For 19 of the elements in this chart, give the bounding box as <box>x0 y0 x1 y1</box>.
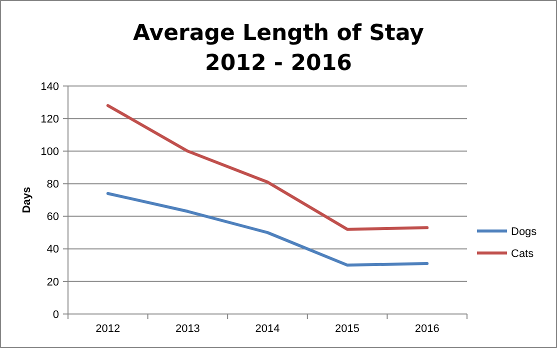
legend-label: Cats <box>511 248 534 260</box>
y-tick-label: 140 <box>40 80 59 93</box>
x-tick-label: 2016 <box>414 323 440 335</box>
y-tick-label: 20 <box>46 276 59 288</box>
y-tick-label: 100 <box>40 146 59 158</box>
x-tick-label: 2012 <box>96 323 120 335</box>
x-tick-label: 2014 <box>255 323 280 335</box>
legend-label: Dogs <box>511 226 538 238</box>
line-series <box>106 192 429 267</box>
y-tick-label: 40 <box>46 244 59 256</box>
x-tick-label: 2015 <box>335 323 360 335</box>
y-tick-label: 60 <box>46 211 59 224</box>
line-series <box>106 104 429 231</box>
chart-title: Average Length of Stay 2012 - 2016 <box>133 21 424 76</box>
y-tick-label: 80 <box>46 178 59 191</box>
y-tick-label: 120 <box>40 113 59 126</box>
y-tick-label: 0 <box>52 308 59 321</box>
x-tick-label: 2013 <box>175 323 200 335</box>
y-axis-title: Days <box>21 186 33 214</box>
